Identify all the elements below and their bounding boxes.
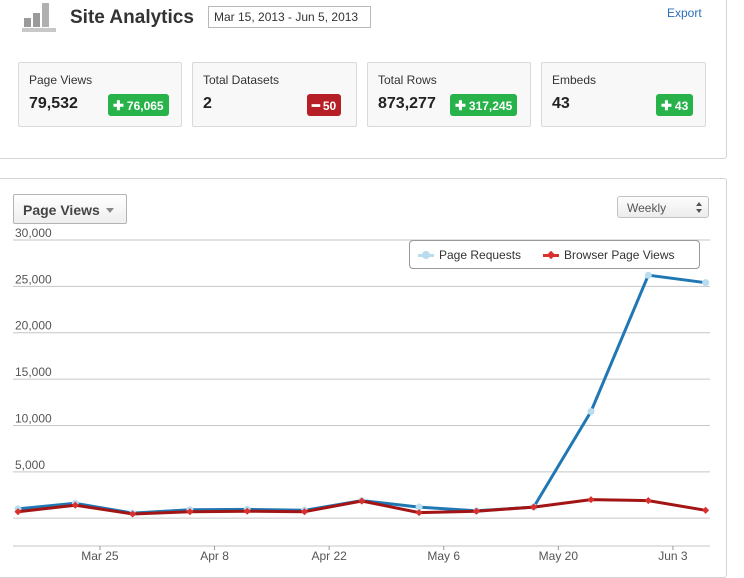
data-point [186, 508, 194, 516]
stat-value: 43 [552, 95, 570, 112]
interval-select[interactable]: Weekly [617, 196, 709, 218]
y-tick-label: 5,000 [15, 458, 45, 472]
data-point [300, 508, 309, 516]
legend-label: Page Requests [439, 248, 522, 262]
legend-swatch-page-requests [418, 250, 434, 260]
data-point [415, 503, 423, 511]
delta-badge: ✚ 43 [656, 94, 694, 116]
interval-select-value: Weekly [627, 201, 667, 215]
data-point [71, 501, 79, 509]
data-point [702, 506, 710, 514]
page-title: Site Analytics [70, 7, 194, 28]
stat-value: 2 [203, 95, 212, 112]
stat-card-page-views: Page Views 79,532 ✚ 76,065 [18, 62, 182, 127]
data-point [530, 503, 538, 511]
y-tick-label: 25,000 [15, 272, 52, 286]
delta-badge: ━ 50 [307, 94, 342, 116]
data-point [644, 497, 652, 505]
data-point [415, 509, 423, 517]
x-tick-label: Apr 22 [311, 549, 347, 563]
metric-dropdown-label: Page Views [23, 202, 100, 218]
x-tick-label: May 6 [427, 549, 460, 563]
delta-value: 43 [674, 99, 689, 113]
data-point [587, 408, 595, 416]
plus-icon: ✚ [455, 98, 466, 113]
stat-label: Page Views [29, 73, 93, 87]
y-tick-label: 10,000 [15, 411, 52, 425]
data-point [702, 279, 710, 287]
chart-legend: Page Requests Browser Page Views [409, 240, 700, 269]
minus-icon: ━ [312, 98, 320, 113]
legend-swatch-browser-page-views [543, 250, 559, 260]
x-tick-label: May 20 [539, 549, 579, 563]
delta-value: 317,245 [468, 99, 513, 113]
stat-value: 873,277 [378, 95, 436, 112]
x-tick-label: Mar 25 [81, 549, 119, 563]
up-down-arrows-icon [696, 202, 702, 213]
metric-dropdown[interactable]: Page Views [13, 194, 127, 224]
delta-value: 76,065 [126, 99, 164, 113]
stat-card-total-rows: Total Rows 873,277 ✚ 317,245 [367, 62, 531, 127]
legend-item-page-requests[interactable]: Page Requests [418, 248, 521, 262]
bar-chart-icon [22, 2, 56, 32]
series-page-requests-line [17, 273, 706, 515]
x-tick-label: Jun 3 [658, 549, 688, 563]
stat-value: 79,532 [29, 95, 78, 112]
data-point [358, 497, 366, 505]
stat-label: Total Datasets [203, 73, 280, 87]
y-tick-label: 20,000 [15, 319, 52, 333]
legend-label: Browser Page Views [564, 248, 675, 262]
line-chart: 5,000 10,000 15,000 20,000 25,000 30,000 Mar 2… [13, 226, 710, 563]
data-point [129, 510, 137, 518]
date-range-input[interactable]: Mar 15, 2013 - Jun 5, 2013 [208, 6, 371, 28]
y-tick-label: 15,000 [15, 365, 52, 379]
legend-item-browser-page-views[interactable]: Browser Page Views [543, 248, 675, 262]
delta-badge: ✚ 76,065 [108, 94, 169, 116]
stat-label: Total Rows [378, 73, 437, 87]
delta-badge: ✚ 317,245 [450, 94, 518, 116]
caret-down-icon [105, 208, 114, 213]
data-point [14, 508, 22, 516]
plus-icon: ✚ [113, 98, 124, 113]
plus-icon: ✚ [661, 98, 672, 113]
stat-card-embeds: Embeds 43 ✚ 43 [541, 62, 706, 127]
data-point [644, 271, 652, 279]
data-point [472, 507, 480, 515]
y-tick-label: 30,000 [15, 226, 52, 240]
x-tick-label: Apr 8 [200, 549, 229, 563]
data-point [587, 496, 595, 504]
stat-card-total-datasets: Total Datasets 2 ━ 50 [192, 62, 357, 127]
delta-value: 50 [322, 99, 337, 113]
export-link[interactable]: Export [667, 6, 702, 20]
stat-label: Embeds [552, 73, 597, 87]
